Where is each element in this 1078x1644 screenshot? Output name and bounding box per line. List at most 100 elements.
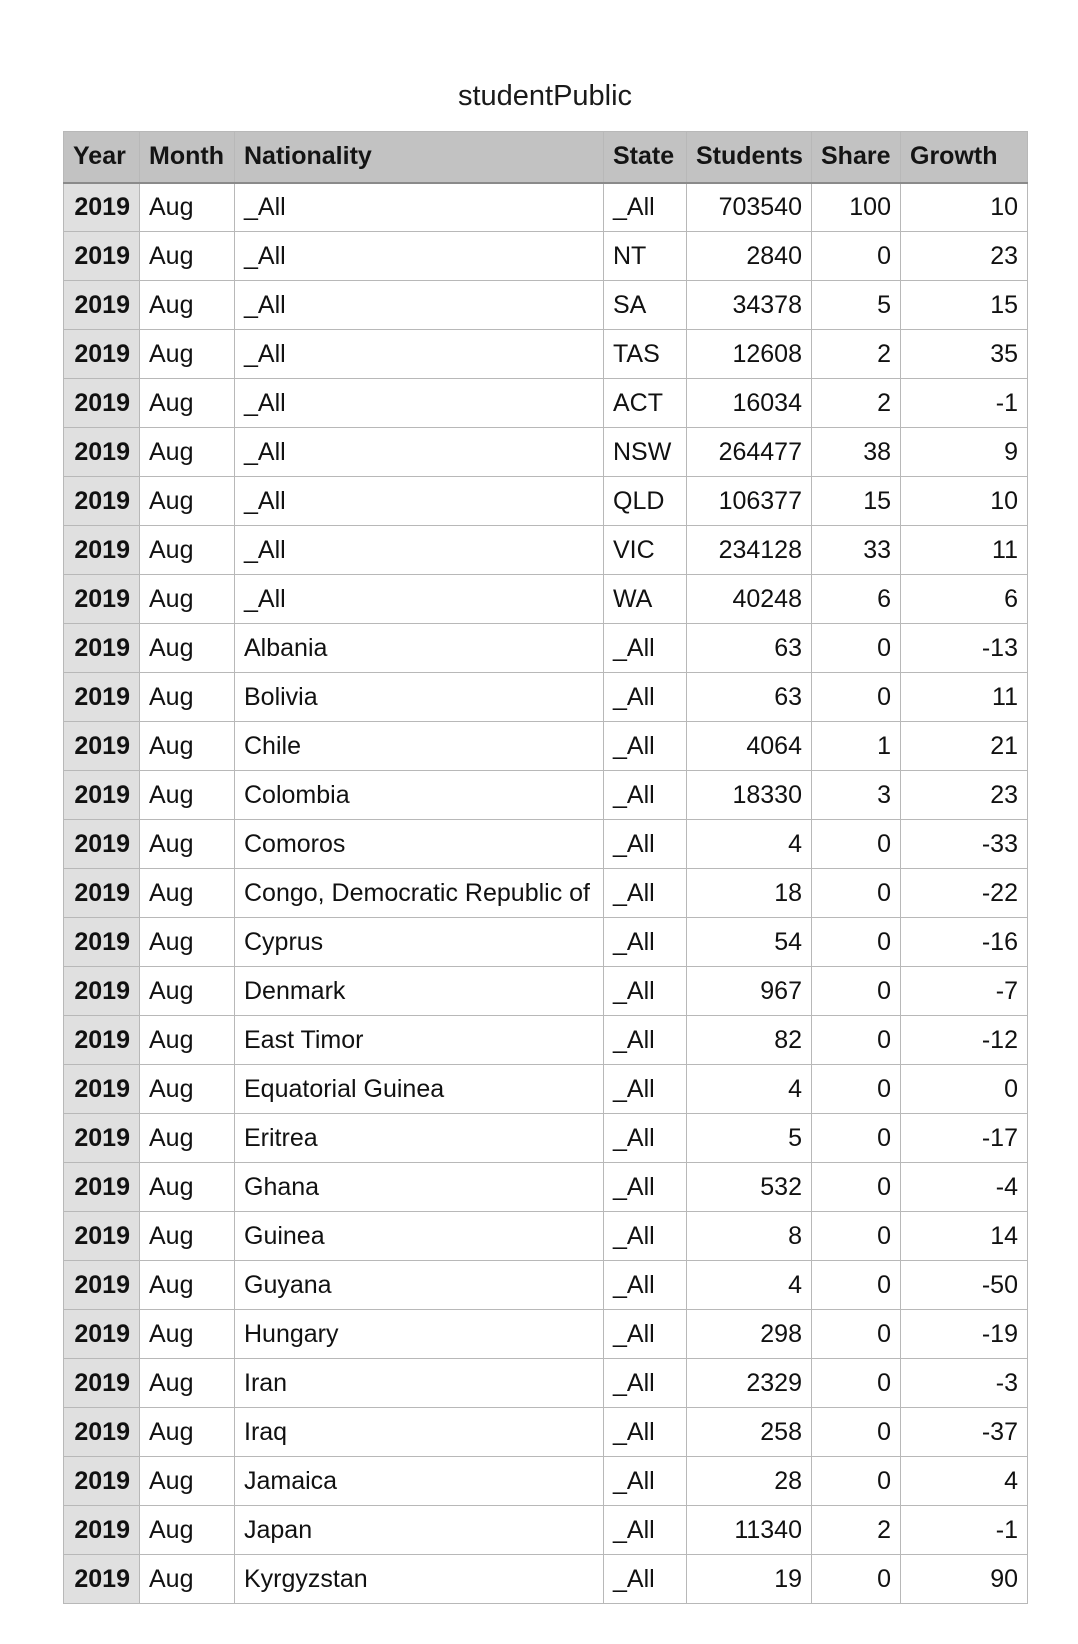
cell-nationality[interactable]: Chile (234, 721, 604, 771)
cell-students[interactable]: 19 (686, 1554, 812, 1604)
cell-state[interactable]: _All (603, 721, 687, 771)
cell-growth[interactable]: 0 (900, 1064, 1028, 1114)
cell-month[interactable]: Aug (139, 1260, 235, 1310)
cell-month[interactable]: Aug (139, 427, 235, 477)
column-header-state[interactable]: State (603, 131, 687, 184)
cell-month[interactable]: Aug (139, 672, 235, 722)
cell-students[interactable]: 258 (686, 1407, 812, 1457)
cell-students[interactable]: 11340 (686, 1505, 812, 1555)
column-header-nationality[interactable]: Nationality (234, 131, 604, 184)
cell-growth[interactable]: -1 (900, 378, 1028, 428)
cell-students[interactable]: 54 (686, 917, 812, 967)
cell-nationality[interactable]: Iraq (234, 1407, 604, 1457)
cell-students[interactable]: 298 (686, 1309, 812, 1359)
cell-month[interactable]: Aug (139, 1407, 235, 1457)
cell-nationality[interactable]: Albania (234, 623, 604, 673)
cell-state[interactable]: _All (603, 1064, 687, 1114)
cell-state[interactable]: SA (603, 280, 687, 330)
cell-growth[interactable]: -7 (900, 966, 1028, 1016)
cell-year[interactable]: 2019 (63, 1309, 140, 1359)
cell-month[interactable]: Aug (139, 1358, 235, 1408)
cell-state[interactable]: _All (603, 868, 687, 918)
cell-share[interactable]: 3 (811, 770, 901, 820)
cell-nationality[interactable]: _All (234, 476, 604, 526)
cell-state[interactable]: _All (603, 1162, 687, 1212)
cell-state[interactable]: _All (603, 1407, 687, 1457)
cell-nationality[interactable]: Ghana (234, 1162, 604, 1212)
cell-nationality[interactable]: _All (234, 329, 604, 379)
cell-growth[interactable]: -4 (900, 1162, 1028, 1212)
cell-month[interactable]: Aug (139, 378, 235, 428)
cell-growth[interactable]: -37 (900, 1407, 1028, 1457)
cell-year[interactable]: 2019 (63, 1211, 140, 1261)
cell-year[interactable]: 2019 (63, 231, 140, 281)
cell-growth[interactable]: 14 (900, 1211, 1028, 1261)
cell-year[interactable]: 2019 (63, 1064, 140, 1114)
cell-students[interactable]: 28 (686, 1456, 812, 1506)
cell-growth[interactable]: 35 (900, 329, 1028, 379)
cell-year[interactable]: 2019 (63, 280, 140, 330)
cell-students[interactable]: 4 (686, 1064, 812, 1114)
cell-state[interactable]: _All (603, 1554, 687, 1604)
cell-growth[interactable]: -1 (900, 1505, 1028, 1555)
cell-share[interactable]: 0 (811, 1015, 901, 1065)
cell-students[interactable]: 4 (686, 1260, 812, 1310)
cell-month[interactable]: Aug (139, 1554, 235, 1604)
cell-year[interactable]: 2019 (63, 1162, 140, 1212)
cell-nationality[interactable]: _All (234, 378, 604, 428)
cell-nationality[interactable]: Equatorial Guinea (234, 1064, 604, 1114)
cell-share[interactable]: 1 (811, 721, 901, 771)
cell-month[interactable]: Aug (139, 819, 235, 869)
cell-students[interactable]: 703540 (686, 182, 812, 232)
cell-state[interactable]: _All (603, 770, 687, 820)
cell-share[interactable]: 0 (811, 231, 901, 281)
cell-share[interactable]: 0 (811, 1113, 901, 1163)
cell-students[interactable]: 40248 (686, 574, 812, 624)
cell-year[interactable]: 2019 (63, 1505, 140, 1555)
cell-month[interactable]: Aug (139, 721, 235, 771)
cell-students[interactable]: 234128 (686, 525, 812, 575)
cell-state[interactable]: _All (603, 1309, 687, 1359)
cell-share[interactable]: 0 (811, 1407, 901, 1457)
cell-state[interactable]: NT (603, 231, 687, 281)
cell-share[interactable]: 0 (811, 1309, 901, 1359)
cell-month[interactable]: Aug (139, 182, 235, 232)
cell-share[interactable]: 0 (811, 917, 901, 967)
cell-growth[interactable]: -12 (900, 1015, 1028, 1065)
cell-state[interactable]: _All (603, 917, 687, 967)
cell-year[interactable]: 2019 (63, 1015, 140, 1065)
cell-nationality[interactable]: Kyrgyzstan (234, 1554, 604, 1604)
cell-nationality[interactable]: Colombia (234, 770, 604, 820)
cell-growth[interactable]: 9 (900, 427, 1028, 477)
cell-nationality[interactable]: Bolivia (234, 672, 604, 722)
cell-state[interactable]: _All (603, 819, 687, 869)
cell-state[interactable]: QLD (603, 476, 687, 526)
cell-students[interactable]: 12608 (686, 329, 812, 379)
cell-share[interactable]: 0 (811, 1554, 901, 1604)
cell-growth[interactable]: -3 (900, 1358, 1028, 1408)
cell-year[interactable]: 2019 (63, 770, 140, 820)
cell-month[interactable]: Aug (139, 1113, 235, 1163)
cell-share[interactable]: 0 (811, 819, 901, 869)
cell-nationality[interactable]: Comoros (234, 819, 604, 869)
cell-year[interactable]: 2019 (63, 574, 140, 624)
cell-share[interactable]: 100 (811, 182, 901, 232)
cell-share[interactable]: 2 (811, 1505, 901, 1555)
cell-growth[interactable]: 10 (900, 476, 1028, 526)
cell-state[interactable]: _All (603, 1113, 687, 1163)
cell-growth[interactable]: -19 (900, 1309, 1028, 1359)
cell-students[interactable]: 34378 (686, 280, 812, 330)
cell-year[interactable]: 2019 (63, 1407, 140, 1457)
cell-students[interactable]: 264477 (686, 427, 812, 477)
cell-state[interactable]: _All (603, 1015, 687, 1065)
cell-nationality[interactable]: Eritrea (234, 1113, 604, 1163)
column-header-students[interactable]: Students (686, 131, 812, 184)
cell-month[interactable]: Aug (139, 525, 235, 575)
cell-nationality[interactable]: Denmark (234, 966, 604, 1016)
cell-students[interactable]: 63 (686, 672, 812, 722)
cell-growth[interactable]: 23 (900, 770, 1028, 820)
cell-month[interactable]: Aug (139, 574, 235, 624)
cell-year[interactable]: 2019 (63, 672, 140, 722)
cell-month[interactable]: Aug (139, 623, 235, 673)
cell-share[interactable]: 2 (811, 378, 901, 428)
